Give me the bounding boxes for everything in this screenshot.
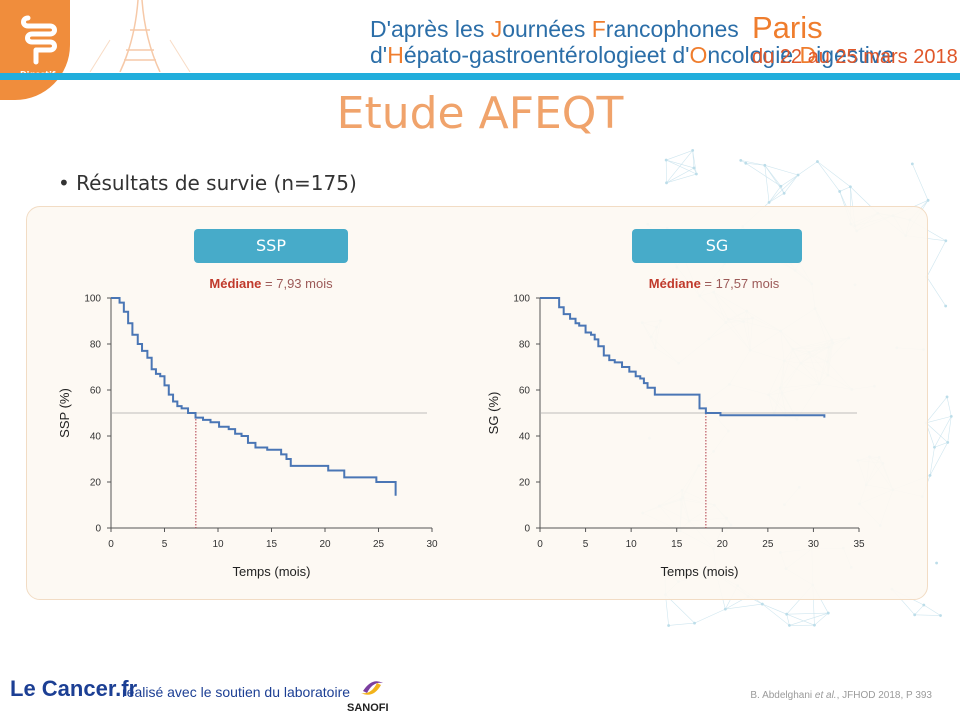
lecancer-logo: Le Cancer.fr	[10, 676, 138, 701]
x-tick-label: 15	[671, 539, 683, 550]
x-tick-label: 30	[426, 539, 438, 550]
y-tick-label: 0	[95, 524, 101, 535]
results-panel	[26, 206, 928, 600]
conference-line-1: D'après les Journées Francophones	[370, 16, 739, 42]
y-tick-label: 20	[519, 478, 531, 489]
y-tick-label: 0	[524, 524, 530, 535]
y-tick-label: 20	[90, 478, 102, 489]
x-tick-label: 0	[108, 539, 114, 550]
x-tick-label: 30	[808, 539, 820, 550]
x-tick-label: 35	[853, 539, 865, 550]
y-tick-label: 100	[84, 294, 101, 305]
eiffel-tower-icon	[89, 0, 191, 72]
median-label: Médiane	[648, 276, 701, 291]
x-tick-label: 25	[762, 539, 774, 550]
y-tick-label: 40	[90, 432, 102, 443]
y-tick-label: 80	[519, 340, 531, 351]
citation: B. Abdelghani et al., JFHOD 2018, P 393	[750, 690, 932, 701]
x-tick-label: 0	[537, 539, 543, 550]
median-label: Médiane	[209, 276, 262, 291]
sanofi-label: SANOFI	[347, 702, 389, 714]
support-text: réalisé avec le soutien du laboratoire	[122, 684, 351, 700]
sanofi-logo-icon	[361, 681, 383, 695]
x-tick-label: 10	[626, 539, 638, 550]
y-axis-title: SSP (%)	[57, 388, 72, 438]
y-tick-label: 60	[90, 386, 102, 397]
y-tick-label: 60	[519, 386, 531, 397]
x-tick-label: 20	[319, 539, 331, 550]
x-tick-label: 10	[212, 539, 224, 550]
bullet-text: • Résultats de survie (n=175)	[58, 171, 357, 195]
x-tick-label: 20	[717, 539, 729, 550]
x-axis-title: Temps (mois)	[232, 564, 310, 579]
y-tick-label: 40	[519, 432, 531, 443]
conference-dates: du 22 au 25 mars 2018	[752, 46, 958, 68]
x-axis-title: Temps (mois)	[660, 564, 738, 579]
chart-chip-ssp: SSP	[194, 229, 348, 263]
x-tick-label: 15	[266, 539, 278, 550]
median-sg: Médiane = 17,57 mois	[614, 276, 814, 291]
survival-curve	[540, 297, 826, 418]
chart-chip-sg: SG	[632, 229, 802, 263]
x-tick-label: 25	[373, 539, 385, 550]
conference-line-2: d'Hépato-gastroentérologieet d'Oncologie…	[370, 42, 895, 68]
x-tick-label: 5	[162, 539, 168, 550]
slide-title: Etude AFEQT	[336, 88, 624, 139]
survival-curve	[111, 297, 397, 496]
median-value: = 17,57 mois	[704, 276, 780, 291]
x-tick-label: 5	[583, 539, 589, 550]
y-tick-label: 80	[90, 340, 102, 351]
city-name: Paris	[752, 10, 823, 45]
header-divider	[0, 73, 960, 80]
y-axis-title: SG (%)	[486, 392, 501, 435]
intestine-icon	[21, 15, 57, 65]
median-value: = 7,93 mois	[265, 276, 333, 291]
median-ssp: Médiane = 7,93 mois	[171, 276, 371, 291]
y-tick-label: 100	[513, 294, 530, 305]
